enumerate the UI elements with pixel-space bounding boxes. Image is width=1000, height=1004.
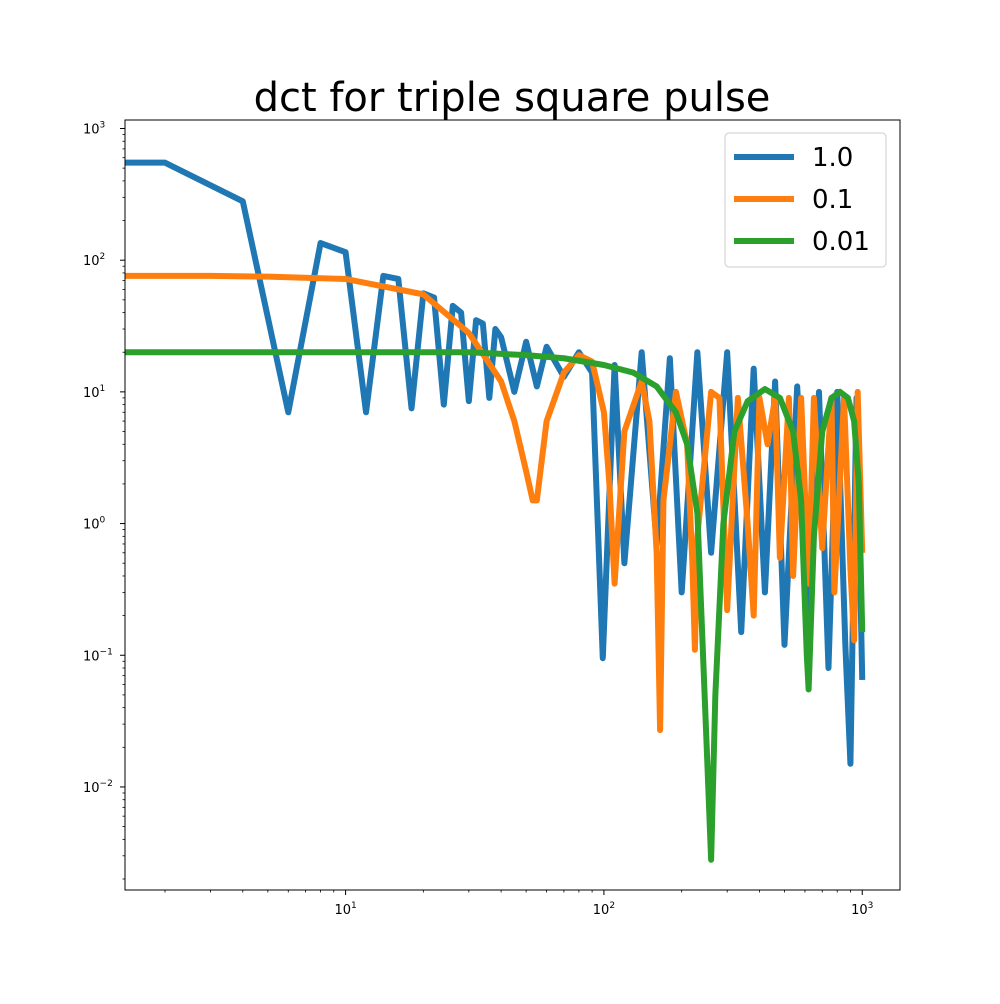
legend-label-0: 1.0 [812,143,853,173]
legend-label-1: 0.1 [812,185,853,215]
series-layer [125,159,866,863]
series-line-1 [125,272,866,734]
series-line-2 [125,349,866,863]
legend-box [724,132,887,268]
legend-label-2: 0.01 [812,227,870,257]
chart-title: dct for triple square pulse [254,75,771,121]
legend: 1.0 0.1 0.01 [724,132,887,268]
plot-frame [124,119,901,891]
